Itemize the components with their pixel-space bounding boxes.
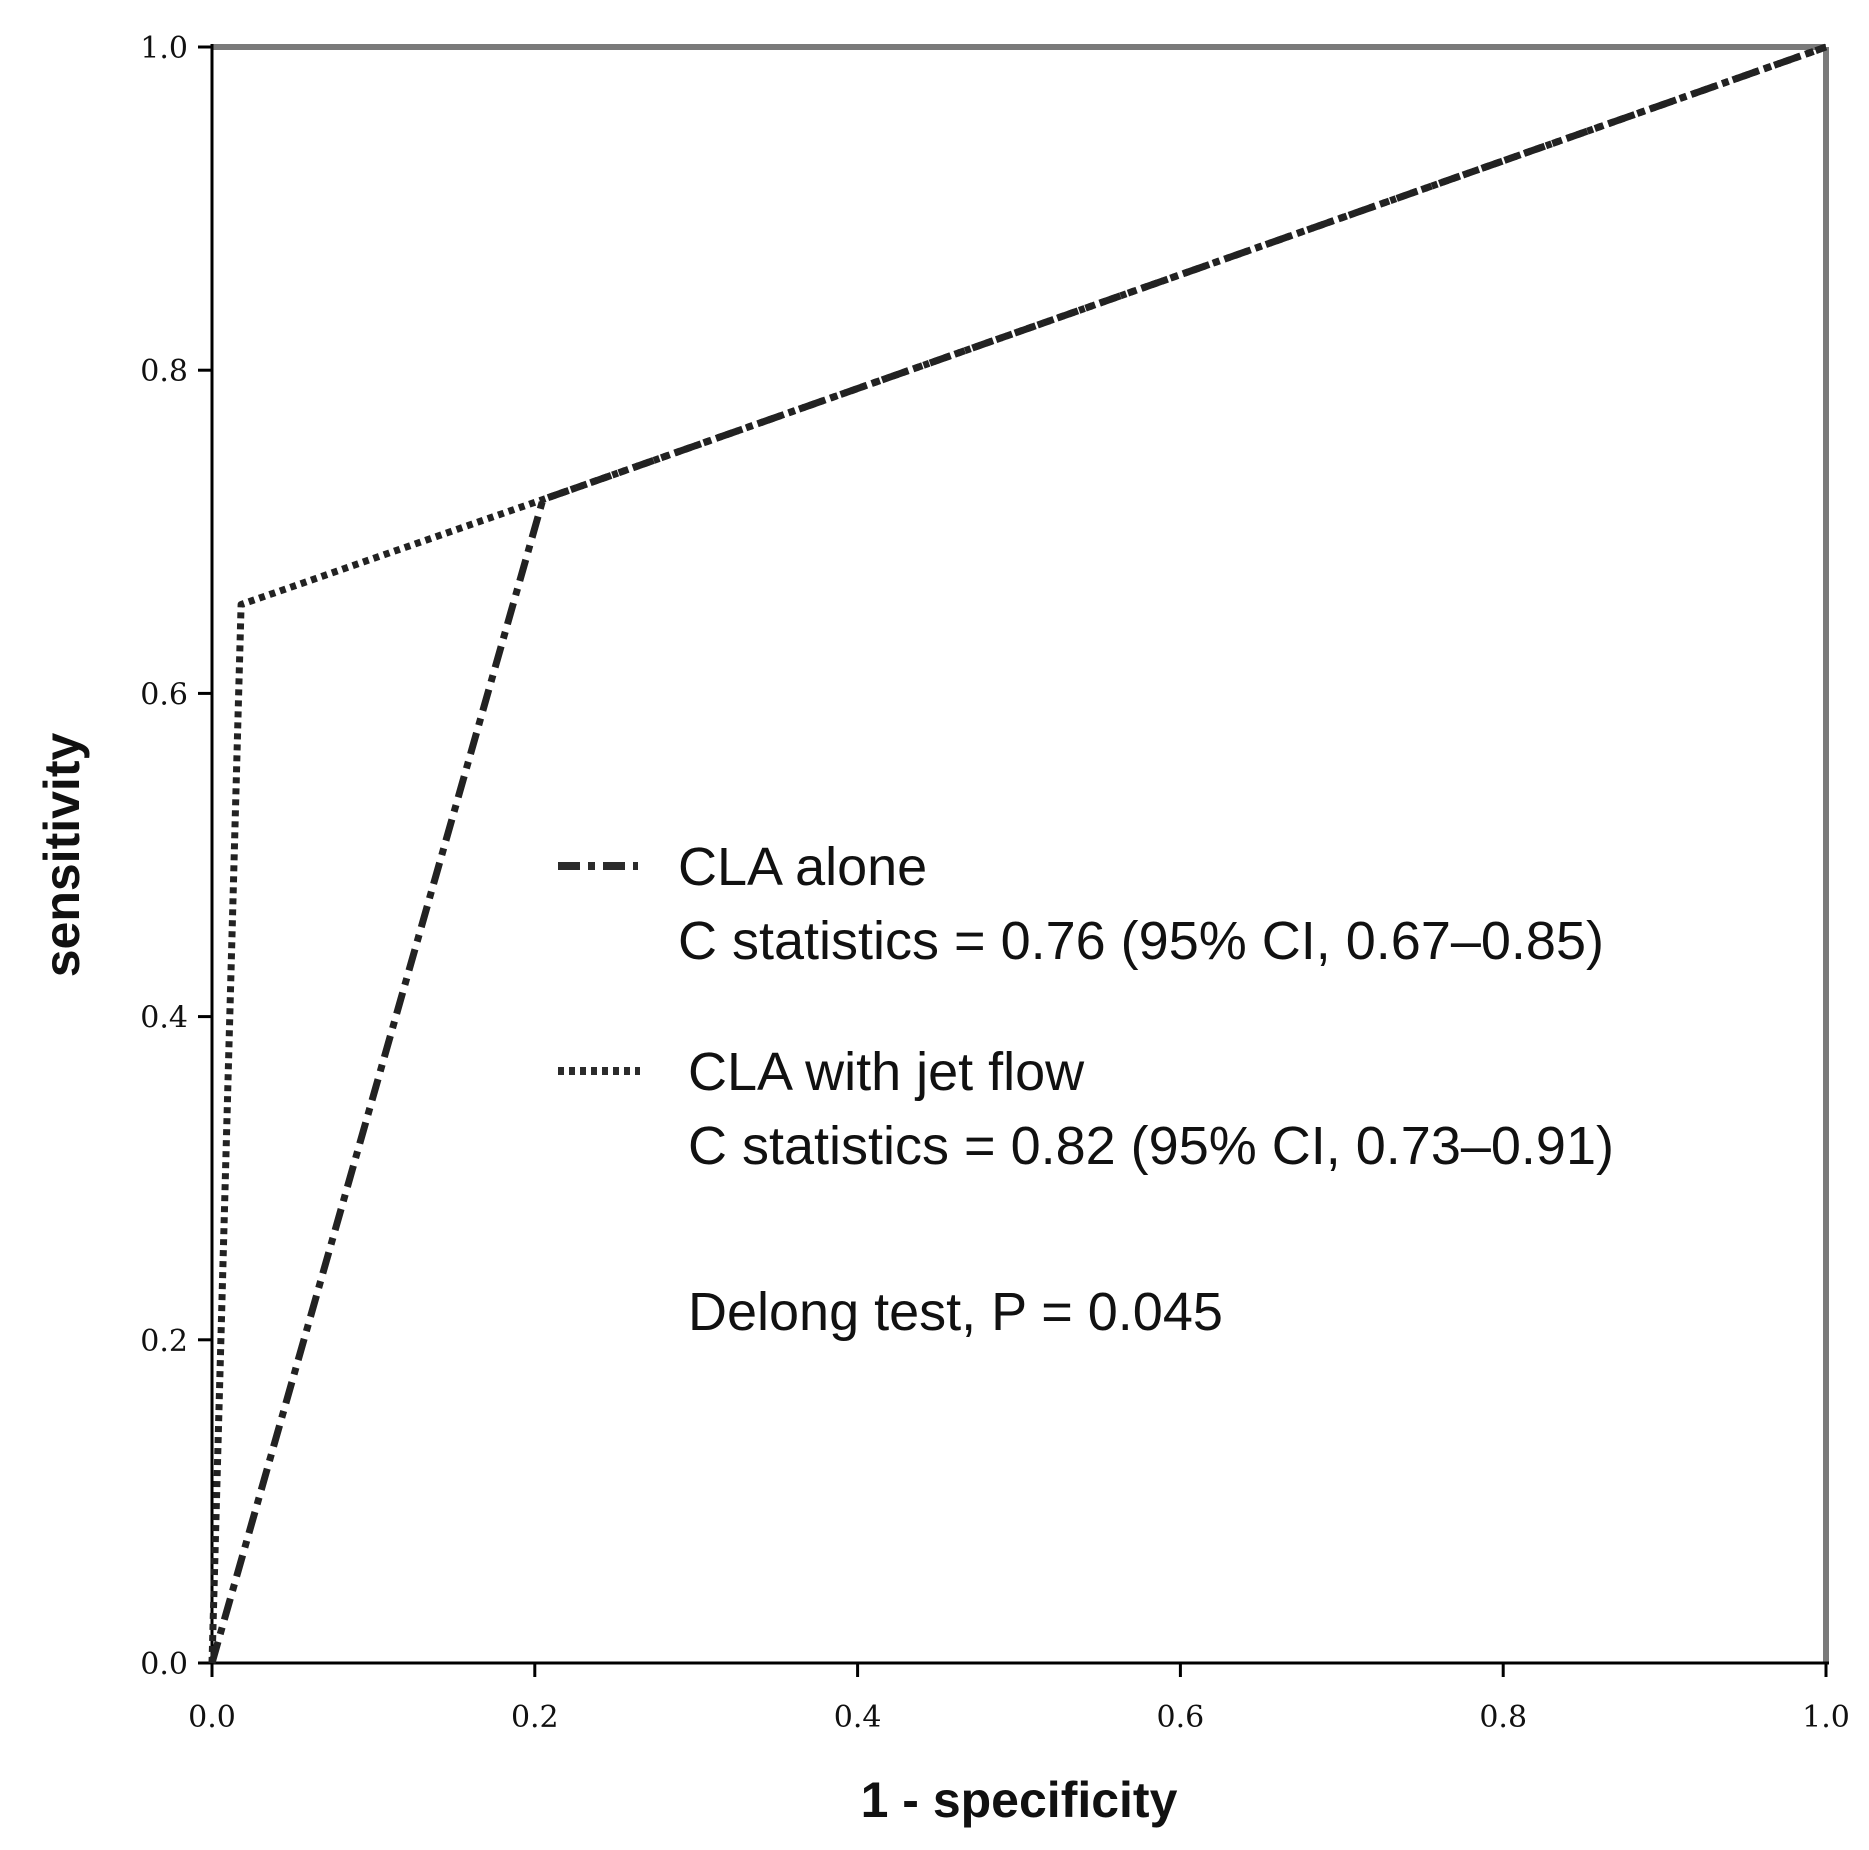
x-tick-label: 1.0	[1802, 1700, 1850, 1735]
x-tick-label: 0.2	[511, 1700, 559, 1735]
y-tick-label: 0.0	[140, 1647, 188, 1682]
y-tick-label: 0.6	[140, 677, 188, 712]
x-tick-label: 0.4	[834, 1700, 882, 1735]
series-layer	[208, 43, 1828, 1664]
x-tick-label: 0.8	[1479, 1700, 1527, 1735]
x-tick-label: 0.0	[188, 1700, 236, 1735]
legend-label-cla-with-jet-flow: CLA with jet flow	[688, 1042, 1085, 1102]
x-axis-title: 1 - specificity	[861, 1772, 1178, 1828]
legend: CLA alone C statistics = 0.76 (95% CI, 0…	[558, 837, 1614, 1342]
x-axis-ticks: 0.0 0.2 0.4 0.6 0.8 1.0	[188, 1663, 1850, 1735]
y-tick-label: 0.4	[140, 1001, 188, 1036]
series-line-cla-alone	[208, 43, 1828, 1664]
delong-test-annotation: Delong test, P = 0.045	[688, 1282, 1223, 1342]
y-axis-title: sensitivity	[34, 733, 90, 978]
y-tick-label: 1.0	[140, 31, 188, 66]
y-axis-ticks: 0.0 0.2 0.4 0.6 0.8 1.0	[140, 31, 212, 1682]
x-tick-label: 0.6	[1157, 1700, 1205, 1735]
legend-stat-cla-with-jet-flow: C statistics = 0.82 (95% CI, 0.73–0.91)	[688, 1116, 1614, 1176]
y-tick-label: 0.8	[140, 354, 188, 389]
plot-frame	[210, 44, 1829, 1665]
legend-label-cla-alone: CLA alone	[678, 837, 927, 897]
legend-stat-cla-alone: C statistics = 0.76 (95% CI, 0.67–0.85)	[678, 911, 1604, 971]
series-line-cla-with-jet-flow	[208, 43, 1828, 1664]
y-tick-label: 0.2	[140, 1324, 188, 1359]
